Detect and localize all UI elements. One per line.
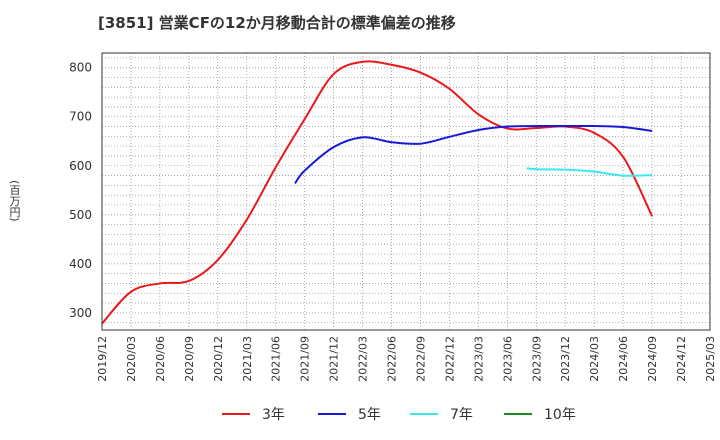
x-tick-label: 2020/06 bbox=[154, 336, 167, 382]
chart-title: [3851] 営業CFの12か月移動合計の標準偏差の推移 bbox=[98, 14, 456, 32]
x-tick-label: 2024/12 bbox=[675, 336, 688, 382]
y-tick-label: 700 bbox=[69, 110, 92, 124]
y-tick-label: 400 bbox=[69, 257, 92, 271]
legend: 3年 5年 7年 10年 bbox=[0, 400, 720, 428]
x-tick-label: 2023/09 bbox=[530, 336, 543, 382]
x-tick-label: 2022/12 bbox=[443, 336, 456, 382]
y-tick-label: 500 bbox=[69, 208, 92, 222]
x-tick-label: 2021/12 bbox=[328, 336, 341, 382]
legend-swatch bbox=[318, 413, 346, 415]
series-line-2 bbox=[294, 124, 653, 185]
legend-label: 7年 bbox=[450, 407, 473, 423]
x-tick-label: 2020/03 bbox=[125, 336, 138, 382]
legend-swatch bbox=[410, 413, 438, 415]
legend-item: 10年 bbox=[504, 404, 576, 424]
x-tick-label: 2019/12 bbox=[96, 336, 109, 382]
x-tick-label: 2020/09 bbox=[183, 336, 196, 382]
legend-swatch bbox=[222, 413, 250, 415]
y-tick-label: 800 bbox=[69, 61, 92, 75]
legend-label: 5年 bbox=[358, 407, 381, 423]
legend-label: 10年 bbox=[544, 407, 576, 423]
x-tick-label: 2020/12 bbox=[212, 336, 225, 382]
x-tick-label: 2023/12 bbox=[559, 336, 572, 382]
x-tick-label: 2021/06 bbox=[270, 336, 283, 382]
chart-area: 300 400 500 600 700 800 2019/12 2020/03 2020/06 2… bbox=[69, 52, 717, 382]
y-tick-label: 300 bbox=[69, 306, 92, 320]
x-tick-label: 2021/03 bbox=[241, 336, 254, 382]
x-tick-label: 2024/09 bbox=[646, 336, 659, 382]
series-line-3 bbox=[526, 167, 653, 177]
legend-item: 7年 bbox=[410, 404, 473, 424]
x-tick-label: 2021/09 bbox=[299, 336, 312, 382]
legend-item: 3年 bbox=[222, 404, 285, 424]
x-tick-label: 2022/09 bbox=[414, 336, 427, 382]
legend-item: 5年 bbox=[318, 404, 381, 424]
x-tick-label: 2025/03 bbox=[704, 336, 717, 382]
x-tick-label: 2022/03 bbox=[357, 336, 370, 382]
legend-swatch bbox=[504, 413, 532, 415]
x-tick-label: 2022/06 bbox=[386, 336, 399, 382]
x-tick-label: 2023/03 bbox=[472, 336, 485, 382]
y-axis-label: (百万円) bbox=[8, 180, 21, 222]
plot-frame bbox=[101, 52, 711, 331]
x-tick-label: 2024/03 bbox=[588, 336, 601, 382]
x-tick-label: 2023/06 bbox=[501, 336, 514, 382]
x-tick-label: 2024/06 bbox=[617, 336, 630, 382]
plot-background bbox=[102, 53, 710, 330]
legend-label: 3年 bbox=[262, 407, 285, 423]
y-tick-label: 600 bbox=[69, 159, 92, 173]
